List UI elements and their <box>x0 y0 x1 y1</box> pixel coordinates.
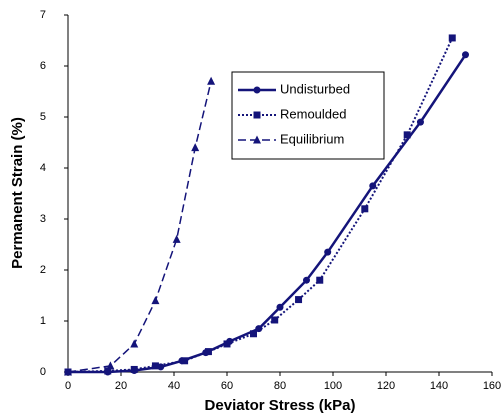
legend-label: Equilibrium <box>280 131 344 146</box>
marker <box>416 118 424 126</box>
x-tick-label: 60 <box>221 380 233 392</box>
marker <box>271 316 279 324</box>
legend-marker <box>253 135 261 144</box>
x-tick-label: 40 <box>168 380 180 392</box>
y-tick-label: 1 <box>40 315 46 327</box>
marker <box>303 276 310 284</box>
marker <box>403 131 411 139</box>
x-tick-label: 160 <box>483 380 501 392</box>
marker <box>172 234 181 243</box>
marker <box>207 76 216 85</box>
legend-label: Remoulded <box>280 106 347 121</box>
y-tick-label: 5 <box>40 111 46 123</box>
marker <box>191 143 200 152</box>
marker <box>276 303 284 311</box>
y-tick-label: 2 <box>40 264 46 276</box>
marker <box>448 34 456 42</box>
series-line <box>67 81 212 373</box>
x-tick-label: 80 <box>274 380 286 392</box>
x-tick-label: 0 <box>65 380 71 392</box>
y-tick-label: 7 <box>40 9 46 21</box>
marker <box>151 296 160 305</box>
y-axis-title: Permanent Strain (%) <box>9 117 26 269</box>
marker <box>295 296 303 304</box>
x-tick-label: 120 <box>377 380 395 392</box>
marker <box>369 182 377 190</box>
marker <box>462 51 469 59</box>
y-tick-label: 4 <box>40 162 46 174</box>
legend-label: Undisturbed <box>280 81 350 96</box>
marker <box>130 365 138 373</box>
series-line <box>67 37 454 373</box>
series-line <box>68 54 467 374</box>
marker <box>361 205 369 213</box>
marker <box>223 340 231 348</box>
marker <box>324 248 332 256</box>
x-tick-label: 140 <box>430 380 448 392</box>
marker <box>106 361 115 370</box>
marker <box>250 330 257 338</box>
marker <box>130 339 139 348</box>
marker <box>181 357 189 365</box>
x-axis-title: Deviator Stress (kPa) <box>205 397 356 414</box>
x-tick-label: 100 <box>324 380 342 392</box>
marker <box>316 276 324 284</box>
legend-marker <box>253 86 261 94</box>
y-tick-label: 6 <box>40 60 46 72</box>
y-tick-label: 0 <box>40 366 46 378</box>
x-tick-label: 20 <box>115 380 127 392</box>
y-tick-label: 3 <box>40 213 46 225</box>
marker <box>104 367 112 375</box>
marker <box>157 363 165 371</box>
marker <box>64 367 72 376</box>
legend-marker <box>253 111 261 119</box>
marker <box>204 348 212 356</box>
marker <box>151 362 159 370</box>
